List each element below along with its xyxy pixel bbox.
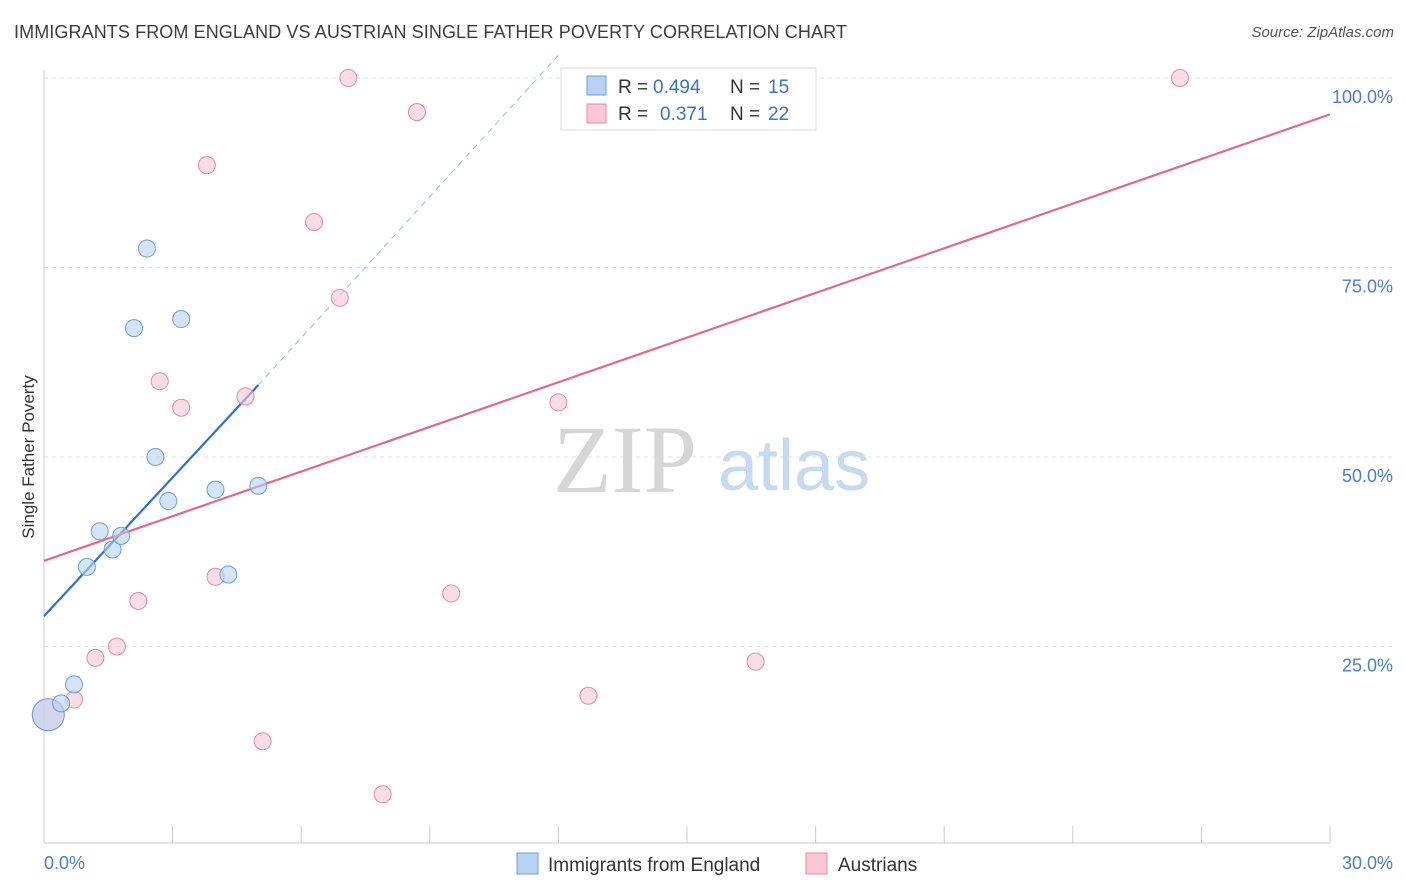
y-tick-label-0: 25.0% [1342,656,1393,676]
point-pink-20 [1170,69,1189,87]
point-blue-6 [112,526,131,545]
point-blue-4 [90,522,109,541]
trend-line-blue [43,384,260,617]
point-pink-5 [150,372,169,391]
point-blue-1 [52,694,71,713]
bottom-legend: Immigrants from England Austrians [516,852,917,876]
point-pink-2 [86,648,105,667]
legend-n-label-2: N = [730,104,760,125]
y-axis-label: Single Father Poverty [19,375,38,539]
point-blue-8 [137,239,156,258]
point-pink-4 [129,592,148,611]
point-pink-19 [746,652,765,671]
legend-n-value-2: 22 [768,104,789,125]
point-blue-7 [125,319,144,338]
point-pink-16 [442,584,461,603]
point-blue-13 [219,565,238,584]
legend-swatch-blue [586,75,607,96]
point-pink-18 [579,686,598,705]
legend-n-value-1: 15 [768,77,789,98]
point-blue-3 [77,557,96,576]
watermark-atlas: atlas [718,426,870,506]
point-pink-3 [107,637,126,656]
x-tick-labels: 0.0% 30.0% [44,853,1393,873]
point-pink-10 [253,732,272,751]
point-pink-12 [330,288,349,307]
point-pink-14 [373,785,392,804]
point-blue-5 [103,540,122,559]
bottom-legend-swatch-pink [805,852,828,875]
point-pink-6 [172,398,191,417]
trend-extension-blue [257,54,559,386]
y-tick-label-2: 75.0% [1342,277,1393,297]
data-points [31,69,1189,804]
point-pink-15 [407,103,426,122]
point-pink-9 [236,387,255,406]
point-blue-9 [146,448,165,466]
y-tick-labels: 25.0% 50.0% 75.0% 100.0% [1332,87,1393,676]
point-blue-10 [159,491,178,510]
y-tick-label-1: 50.0% [1342,466,1393,486]
x-tick-label-0: 0.0% [44,853,85,873]
legend-n-label-1: N = [730,77,760,98]
legend-r-label-1: R = [618,77,648,98]
watermark: ZIP atlas [553,406,870,513]
chart-title: IMMIGRANTS FROM ENGLAND VS AUSTRIAN SING… [14,22,847,42]
x-tick-label-1: 30.0% [1342,853,1393,873]
bottom-legend-label-1: Immigrants from England [548,855,760,876]
point-pink-13 [339,69,358,87]
y-tick-label-3: 100.0% [1332,87,1393,107]
legend-swatch-pink [586,103,607,124]
watermark-zip: ZIP [553,406,697,513]
point-pink-17 [549,393,568,412]
legend-r-value-2: 0.371 [660,104,708,125]
bottom-legend-swatch-blue [516,852,539,875]
trend-lines [43,54,1331,617]
point-pink-11 [305,213,324,232]
legend: R = 0.494 N = 15 R = 0.371 N = 22 [560,67,817,131]
bottom-legend-label-2: Austrians [838,855,917,876]
source-label: Source: ZipAtlas.com [1251,24,1394,41]
gridlines [44,77,1392,647]
point-pink-7 [197,156,216,175]
point-blue-12 [206,480,225,499]
point-blue-2 [65,675,84,694]
legend-r-value-1: 0.494 [653,77,701,98]
legend-r-label-2: R = [618,104,648,125]
point-blue-14 [249,476,268,495]
point-blue-11 [172,310,191,329]
